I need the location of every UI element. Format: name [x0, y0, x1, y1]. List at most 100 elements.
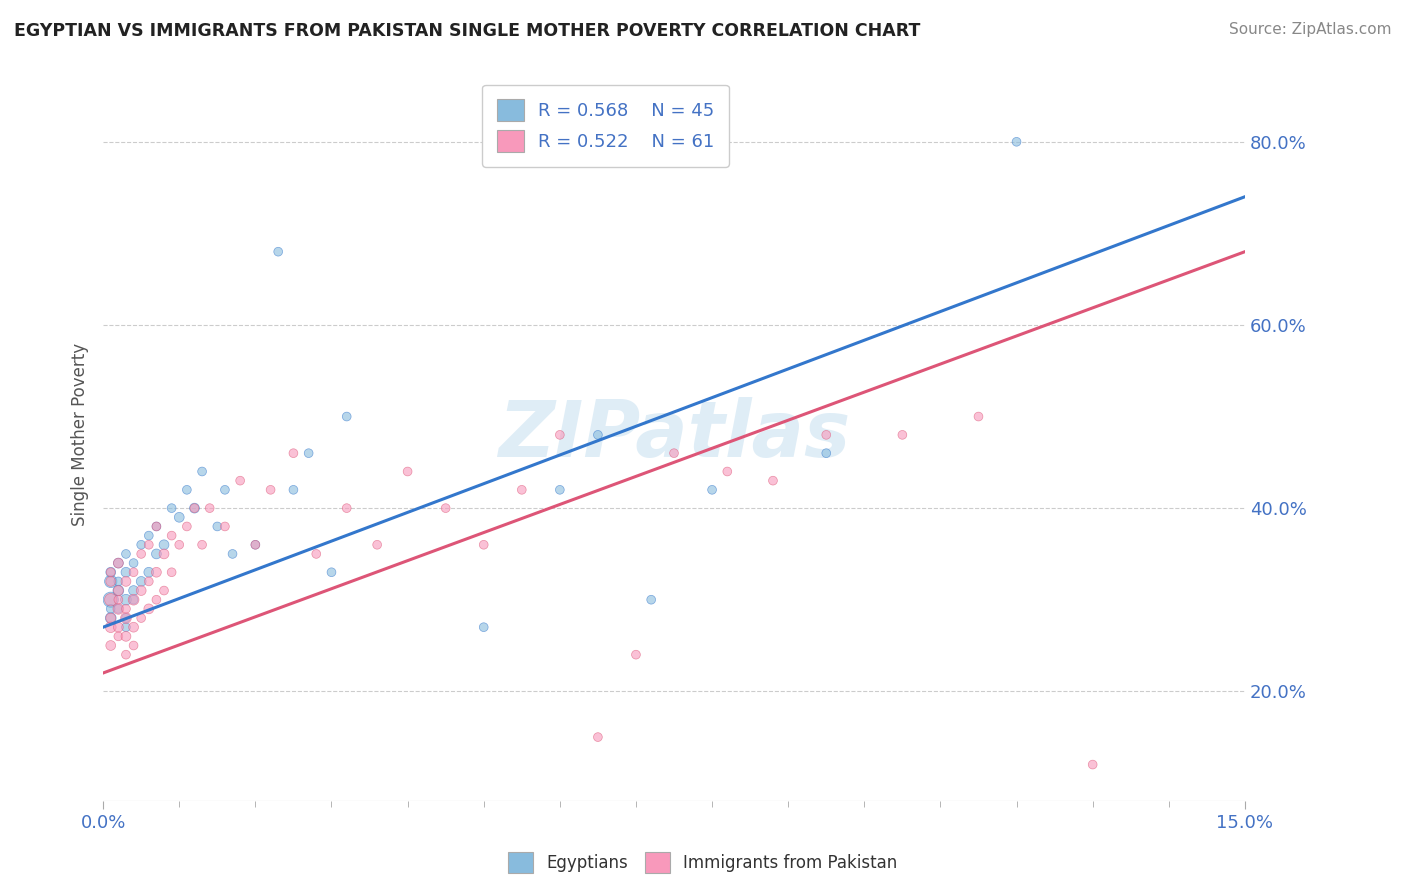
- Point: [259, 483, 281, 497]
- Point: [145, 519, 167, 533]
- Point: [160, 501, 183, 516]
- Point: [138, 566, 160, 580]
- Point: [107, 574, 129, 589]
- Point: [115, 592, 138, 607]
- Point: [122, 566, 145, 580]
- Point: [115, 629, 138, 643]
- Text: EGYPTIAN VS IMMIGRANTS FROM PAKISTAN SINGLE MOTHER POVERTY CORRELATION CHART: EGYPTIAN VS IMMIGRANTS FROM PAKISTAN SIN…: [14, 22, 921, 40]
- Point: [129, 611, 152, 625]
- Point: [100, 574, 122, 589]
- Point: [283, 483, 305, 497]
- Point: [145, 592, 167, 607]
- Point: [107, 602, 129, 616]
- Point: [640, 592, 662, 607]
- Point: [107, 602, 129, 616]
- Point: [548, 428, 571, 442]
- Point: [167, 538, 190, 552]
- Point: [115, 620, 138, 634]
- Point: [145, 547, 167, 561]
- Point: [662, 446, 685, 460]
- Point: [1081, 757, 1104, 772]
- Point: [298, 446, 321, 460]
- Point: [115, 574, 138, 589]
- Point: [122, 592, 145, 607]
- Point: [129, 538, 152, 552]
- Point: [167, 510, 190, 524]
- Point: [815, 446, 838, 460]
- Point: [107, 592, 129, 607]
- Point: [624, 648, 647, 662]
- Point: [183, 501, 205, 516]
- Point: [138, 574, 160, 589]
- Point: [107, 620, 129, 634]
- Point: [160, 528, 183, 542]
- Point: [100, 620, 122, 634]
- Point: [100, 611, 122, 625]
- Point: [191, 465, 214, 479]
- Point: [122, 583, 145, 598]
- Point: [138, 538, 160, 552]
- Point: [229, 474, 252, 488]
- Point: [129, 583, 152, 598]
- Point: [214, 519, 236, 533]
- Text: ZIPatlas: ZIPatlas: [498, 397, 851, 473]
- Point: [138, 528, 160, 542]
- Point: [100, 639, 122, 653]
- Point: [586, 428, 609, 442]
- Point: [548, 483, 571, 497]
- Point: [214, 483, 236, 497]
- Point: [100, 592, 122, 607]
- Point: [245, 538, 267, 552]
- Point: [107, 583, 129, 598]
- Legend: Egyptians, Immigrants from Pakistan: Egyptians, Immigrants from Pakistan: [502, 846, 904, 880]
- Point: [138, 602, 160, 616]
- Point: [586, 730, 609, 744]
- Point: [198, 501, 221, 516]
- Point: [153, 547, 176, 561]
- Point: [100, 566, 122, 580]
- Point: [115, 566, 138, 580]
- Point: [122, 639, 145, 653]
- Point: [176, 483, 198, 497]
- Point: [336, 409, 359, 424]
- Point: [366, 538, 388, 552]
- Point: [153, 583, 176, 598]
- Point: [191, 538, 214, 552]
- Point: [100, 611, 122, 625]
- Point: [283, 446, 305, 460]
- Point: [107, 583, 129, 598]
- Point: [100, 602, 122, 616]
- Legend: R = 0.568    N = 45, R = 0.522    N = 61: R = 0.568 N = 45, R = 0.522 N = 61: [482, 85, 728, 167]
- Point: [145, 519, 167, 533]
- Point: [122, 556, 145, 570]
- Point: [510, 483, 533, 497]
- Point: [115, 611, 138, 625]
- Point: [107, 556, 129, 570]
- Point: [107, 556, 129, 570]
- Point: [207, 519, 229, 533]
- Point: [122, 592, 145, 607]
- Point: [762, 474, 785, 488]
- Point: [472, 620, 495, 634]
- Point: [700, 483, 723, 497]
- Point: [115, 611, 138, 625]
- Point: [129, 547, 152, 561]
- Point: [267, 244, 290, 259]
- Point: [145, 566, 167, 580]
- Point: [153, 538, 176, 552]
- Point: [100, 574, 122, 589]
- Point: [321, 566, 343, 580]
- Point: [815, 428, 838, 442]
- Point: [434, 501, 457, 516]
- Point: [100, 592, 122, 607]
- Point: [100, 566, 122, 580]
- Point: [176, 519, 198, 533]
- Point: [115, 602, 138, 616]
- Point: [122, 620, 145, 634]
- Point: [716, 465, 738, 479]
- Point: [472, 538, 495, 552]
- Point: [115, 648, 138, 662]
- Point: [336, 501, 359, 516]
- Point: [396, 465, 419, 479]
- Point: [1005, 135, 1028, 149]
